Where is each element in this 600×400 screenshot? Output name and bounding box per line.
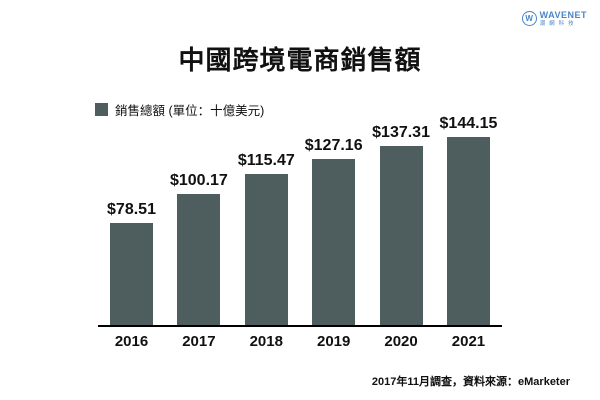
bar-2019 [312,159,356,325]
legend: 銷售總額 (單位：十億美元) [95,100,264,119]
logo-brand-text: WAVENET [539,10,587,20]
bar-2018 [244,174,288,325]
bar-group-2021: $144.15 [440,115,497,325]
bar-chart: $78.51 $100.17 $115.47 $127.16 $137.31 $… [98,0,502,400]
bar-value-label: $115.47 [237,152,295,169]
legend-label: 銷售總額 (單位：十億美元) [115,104,265,118]
bar-group-2020: $137.31 [372,124,430,325]
chart-title: 中國跨境電商銷售額 [178,45,422,75]
bar-group-2017: $100.17 [170,172,228,325]
x-axis-labels: 2016 2017 2018 2019 2020 2021 [98,333,502,350]
bar-value-label: $144.15 [439,115,498,132]
bars-area: $78.51 $100.17 $115.47 $127.16 $137.31 $… [98,115,502,325]
source-note: 2017年11月調查，資料來源：eMarketer [371,376,570,388]
bar-value-label: $78.51 [107,201,156,218]
bar-value-label: $127.16 [304,137,363,154]
bar-group-2019: $127.16 [305,137,363,325]
bar-group-2016: $78.51 [107,201,156,325]
logo-subtitle-text: 潮網科技 [539,21,578,27]
legend-swatch [95,103,108,116]
x-axis-label-2018: 2018 [249,333,283,350]
bar-2020 [379,146,423,325]
bar-value-label: $137.31 [372,124,430,141]
x-axis-label-2016: 2016 [114,333,149,350]
bar-2021 [446,137,490,325]
bar-group-2018: $115.47 [238,152,295,325]
wavenet-logo: W WAVENET 潮網科技 [521,10,587,28]
x-axis-label-2019: 2019 [316,333,351,350]
x-axis-label-2021: 2021 [451,333,486,350]
wavenet-logo-icon: W [521,11,537,26]
x-axis-line [98,325,502,327]
bar-value-label: $100.17 [169,172,228,189]
x-axis-label-2017: 2017 [182,333,216,350]
bar-2016 [110,223,153,325]
x-axis-label-2020: 2020 [384,333,418,350]
bar-2017 [177,194,221,325]
